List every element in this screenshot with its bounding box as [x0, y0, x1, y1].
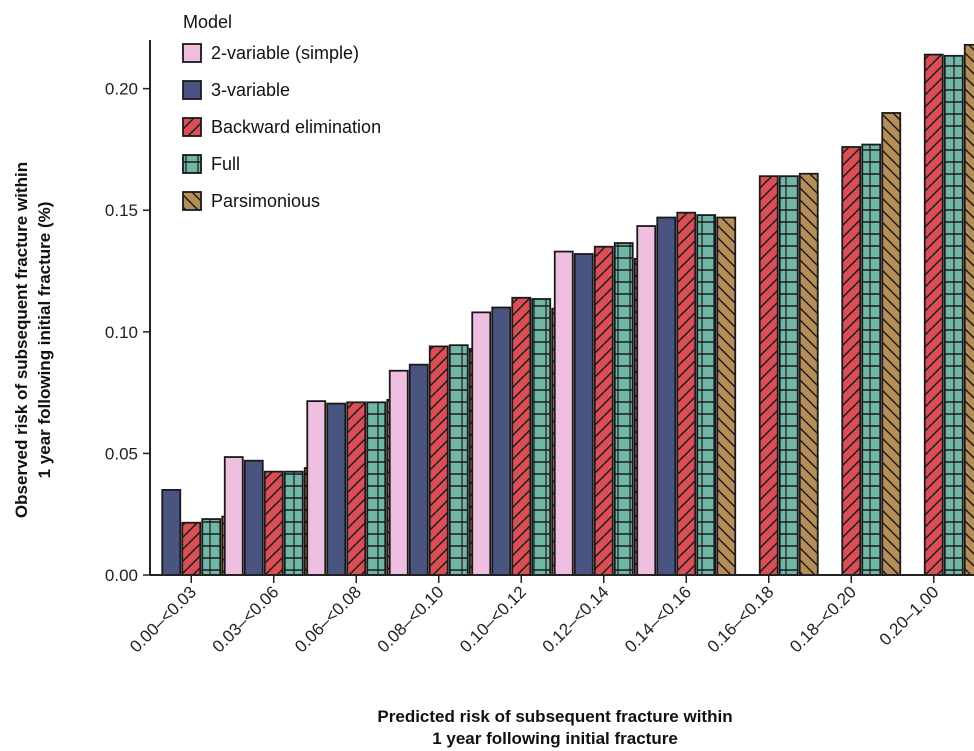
legend-title: Model — [183, 12, 232, 32]
bar-pattern-backward-elimination-2 — [347, 402, 366, 575]
x-tick-label: 0.16–<0.18 — [704, 582, 778, 656]
bar-3-variable-0 — [162, 489, 181, 575]
legend-label-parsimonious: Parsimonious — [211, 191, 320, 211]
legend-label-2-variable-simple: 2-variable (simple) — [211, 43, 359, 63]
bar-pattern-full-6 — [697, 215, 716, 575]
bar-2-variable-simple-6 — [637, 226, 656, 575]
legend-swatch-outline-full — [182, 154, 202, 174]
bar-3-variable-2 — [327, 403, 346, 575]
y-tick-label: 0.00 — [105, 566, 138, 585]
bar-pattern-full-0 — [202, 519, 221, 575]
bar-3-variable-1 — [244, 460, 263, 575]
bar-3-variable-6 — [657, 217, 676, 576]
y-axis-title-line-2: 1 year following initial fracture (%) — [35, 202, 54, 479]
y-tick-label: 0.20 — [105, 80, 138, 99]
bar-2-variable-simple-1 — [224, 457, 243, 575]
legend-swatch-2-variable-simple — [183, 44, 201, 62]
bar-3-variable-5 — [574, 254, 593, 575]
legend-swatch-3-variable — [183, 81, 201, 99]
bar-pattern-backward-elimination-0 — [182, 522, 201, 575]
bar-pattern-full-4 — [532, 298, 551, 575]
x-axis-title-line-2: 1 year following initial fracture — [432, 729, 678, 748]
x-tick-label: 0.12–<0.14 — [539, 582, 613, 656]
bar-pattern-backward-elimination-8 — [842, 147, 861, 575]
x-tick-label: 0.20–1.00 — [876, 582, 943, 649]
x-tick-label: 0.08–<0.10 — [374, 582, 448, 656]
legend: Model 2-variable (simple) 3-variable Backwa… — [182, 12, 381, 211]
y-axis-title-line-1: Observed risk of subsequent fracture wit… — [12, 162, 31, 518]
x-tick-label: 0.10–<0.12 — [456, 582, 530, 656]
bars-layer — [161, 43, 974, 576]
bar-pattern-parsimonious-9 — [964, 44, 974, 575]
bar-pattern-parsimonious-8 — [882, 112, 901, 576]
bar-pattern-backward-elimination-3 — [429, 346, 448, 575]
bar-pattern-full-2 — [367, 402, 386, 575]
legend-swatch-outline-3-variable — [182, 80, 202, 100]
y-tick-label: 0.15 — [105, 201, 138, 220]
y-tick-label: 0.05 — [105, 444, 138, 463]
legend-swatch-outline-backward-elimination — [182, 117, 202, 137]
bar-pattern-full-3 — [449, 345, 468, 575]
x-tick-label: 0.03–<0.06 — [209, 582, 283, 656]
x-tick-label: 0.18–<0.20 — [786, 582, 860, 656]
bar-2-variable-simple-2 — [307, 401, 326, 575]
bar-pattern-backward-elimination-4 — [512, 297, 531, 575]
bar-pattern-full-7 — [779, 176, 798, 575]
legend-swatch-outline-2-variable-simple — [182, 43, 202, 63]
legend-label-3-variable: 3-variable — [211, 80, 290, 100]
bar-pattern-parsimonious-7 — [799, 173, 818, 575]
bar-2-variable-simple-4 — [472, 312, 491, 575]
legend-swatch-pattern-backward-elimination — [183, 118, 201, 136]
legend-label-backward-elimination: Backward elimination — [211, 117, 381, 137]
bar-pattern-backward-elimination-7 — [759, 176, 778, 575]
bar-pattern-full-1 — [284, 471, 303, 575]
bar-2-variable-simple-5 — [554, 251, 573, 575]
legend-swatch-outline-parsimonious — [182, 191, 202, 211]
bar-pattern-parsimonious-6 — [717, 217, 736, 576]
x-tick-label: 0.14–<0.16 — [621, 582, 695, 656]
legend-swatch-pattern-full — [183, 155, 201, 173]
bar-pattern-full-9 — [944, 55, 963, 575]
legend-label-full: Full — [211, 154, 240, 174]
bar-pattern-backward-elimination-9 — [924, 54, 943, 576]
legend-swatch-pattern-parsimonious — [183, 192, 201, 210]
bar-pattern-backward-elimination-6 — [677, 212, 696, 575]
bar-2-variable-simple-3 — [389, 370, 408, 575]
bar-pattern-backward-elimination-5 — [594, 246, 613, 576]
y-tick-label: 0.10 — [105, 323, 138, 342]
x-axis-title-line-1: Predicted risk of subsequent fracture wi… — [377, 707, 732, 726]
bar-pattern-full-5 — [614, 243, 633, 575]
bar-pattern-full-8 — [862, 144, 881, 575]
bar-3-variable-3 — [409, 364, 428, 575]
x-tick-label: 0.06–<0.08 — [291, 582, 365, 656]
bar-3-variable-4 — [492, 307, 511, 575]
x-tick-label: 0.00–<0.03 — [126, 582, 200, 656]
bar-pattern-backward-elimination-1 — [264, 471, 283, 575]
